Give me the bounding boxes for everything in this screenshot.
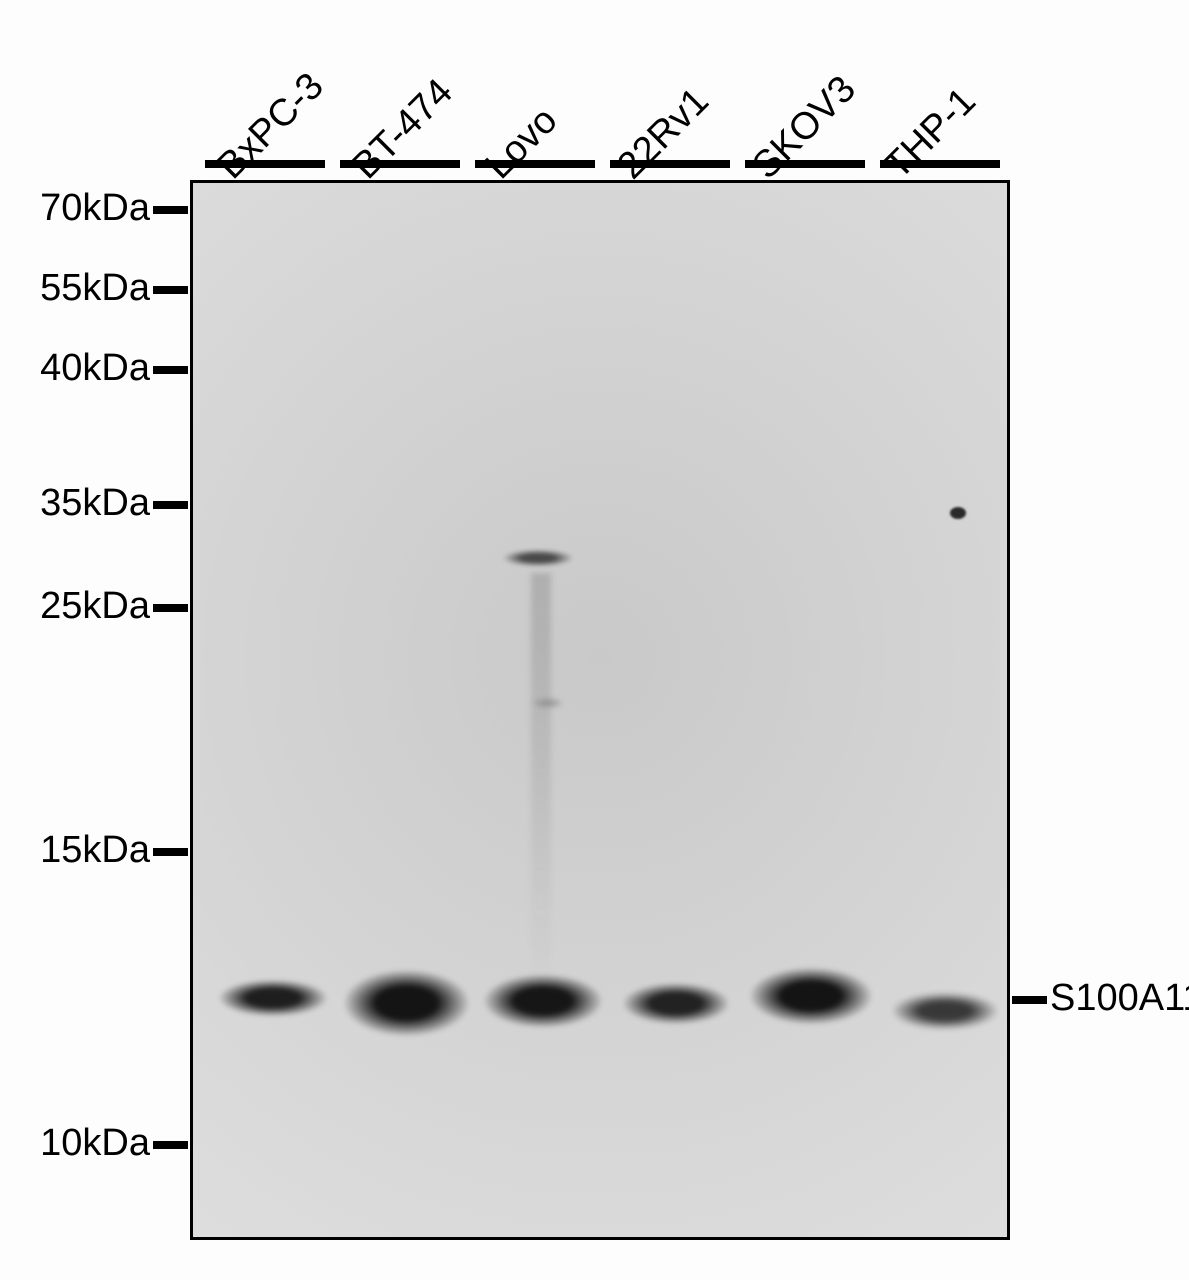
mw-label-text: 25kDa [40, 585, 150, 627]
mw-tick-1 [153, 286, 188, 294]
lane-label-1: BT-474 [345, 71, 462, 188]
lane-label-text: BT-474 [345, 71, 461, 187]
western-blot-figure: BxPC-3 BT-474 Lovo 22Rv1 SKOV3 THP-1 70k… [0, 0, 1189, 1280]
band-1 [344, 967, 469, 1039]
lane-label-2: Lovo [478, 99, 567, 188]
mw-label-text: 10kDa [40, 1122, 150, 1164]
mw-label-text: 35kDa [40, 482, 150, 524]
lane-label-text: SKOV3 [745, 68, 864, 187]
lane-label-0: BxPC-3 [210, 65, 333, 188]
lane-label-text: THP-1 [877, 80, 984, 187]
mw-label-4: 25kDa [0, 585, 150, 628]
band-5 [892, 991, 998, 1031]
mw-tick-6 [153, 1141, 188, 1149]
mw-tick-4 [153, 604, 188, 612]
lane-bar-5 [880, 160, 1000, 168]
lane-bar-0 [205, 160, 325, 168]
band-0 [219, 978, 327, 1018]
lane-label-text: 22Rv1 [610, 80, 717, 187]
protein-label-text: S100A11 [1050, 977, 1189, 1019]
lane-label-text: Lovo [478, 99, 566, 187]
protein-tick [1012, 996, 1047, 1004]
band-4 [750, 965, 872, 1027]
lane-label-4: SKOV3 [745, 68, 865, 188]
band-3 [623, 981, 729, 1026]
mw-label-text: 55kDa [40, 267, 150, 309]
mw-label-text: 40kDa [40, 347, 150, 389]
mw-label-text: 70kDa [40, 187, 150, 229]
lane-label-3: 22Rv1 [610, 80, 718, 188]
band-6 [503, 549, 573, 567]
mw-tick-2 [153, 366, 188, 374]
band-7 [532, 698, 564, 708]
blot-membrane [190, 180, 1010, 1240]
lane-bar-4 [745, 160, 865, 168]
streak-0 [531, 573, 551, 983]
band-2 [484, 972, 602, 1030]
artifact-0 [950, 507, 966, 519]
mw-tick-5 [153, 848, 188, 856]
mw-tick-3 [153, 501, 188, 509]
mw-label-5: 15kDa [0, 829, 150, 872]
lane-label-5: THP-1 [877, 80, 985, 188]
lane-bar-1 [340, 160, 460, 168]
mw-label-6: 10kDa [0, 1122, 150, 1165]
mw-label-text: 15kDa [40, 829, 150, 871]
lane-label-text: BxPC-3 [210, 65, 332, 187]
mw-label-3: 35kDa [0, 482, 150, 525]
protein-label: S100A11 [1050, 977, 1189, 1020]
mw-label-0: 70kDa [0, 187, 150, 230]
blot-background [193, 183, 1007, 1237]
mw-label-2: 40kDa [0, 347, 150, 390]
lane-bar-3 [610, 160, 730, 168]
mw-label-1: 55kDa [0, 267, 150, 310]
lane-bar-2 [475, 160, 595, 168]
mw-tick-0 [153, 206, 188, 214]
